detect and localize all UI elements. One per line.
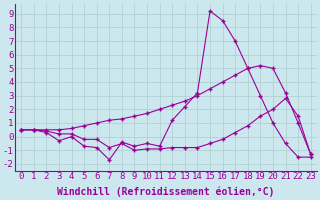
X-axis label: Windchill (Refroidissement éolien,°C): Windchill (Refroidissement éolien,°C) — [57, 187, 275, 197]
